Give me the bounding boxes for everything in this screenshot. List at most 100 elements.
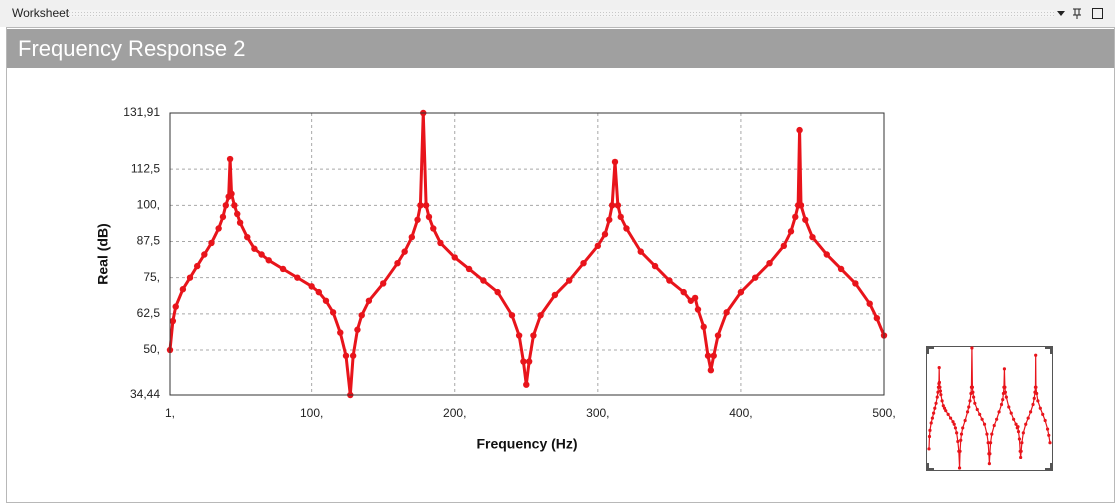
- data-point: [465, 265, 473, 273]
- data-point: [1001, 397, 1005, 402]
- data-point: [823, 251, 830, 258]
- x-tick-label: 200,: [443, 406, 466, 420]
- data-point: [1021, 431, 1025, 435]
- y-tick-label: 62,5: [137, 306, 161, 320]
- data-point: [1034, 385, 1038, 389]
- data-point: [999, 402, 1004, 407]
- data-point: [337, 329, 344, 336]
- data-point: [537, 312, 544, 319]
- data-point: [234, 210, 241, 218]
- data-point: [1043, 418, 1047, 423]
- data-point: [937, 380, 942, 384]
- data-point: [935, 395, 939, 399]
- data-point: [1019, 455, 1023, 460]
- plot-area: [170, 113, 884, 395]
- data-point: [714, 332, 722, 339]
- y-tick-label: 87,5: [137, 234, 161, 248]
- data-point: [315, 288, 323, 296]
- data-point: [787, 228, 795, 235]
- data-point: [937, 365, 941, 370]
- data-point: [704, 352, 712, 359]
- data-point: [957, 466, 962, 470]
- pin-button[interactable]: [1073, 8, 1081, 19]
- data-point: [953, 426, 958, 430]
- data-point: [940, 399, 944, 403]
- data-point: [928, 428, 932, 432]
- data-point: [965, 410, 970, 414]
- data-point: [970, 346, 974, 350]
- data-point: [358, 312, 365, 319]
- y-axis-title: Real (dB): [95, 223, 111, 284]
- data-point: [938, 389, 942, 393]
- data-point: [222, 202, 230, 209]
- data-point: [1029, 410, 1033, 414]
- thumbnail[interactable]: [926, 346, 1053, 471]
- data-point: [193, 262, 201, 270]
- data-point: [401, 248, 408, 255]
- data-point: [1036, 399, 1040, 403]
- data-point: [980, 417, 984, 421]
- data-point: [809, 233, 816, 241]
- data-point: [1038, 406, 1042, 410]
- data-point: [946, 412, 950, 416]
- data-point: [422, 202, 430, 209]
- data-point: [258, 251, 265, 258]
- data-point: [995, 417, 999, 421]
- data-point: [691, 294, 699, 302]
- data-point: [614, 202, 622, 209]
- data-point: [201, 251, 208, 258]
- data-point: [228, 190, 235, 197]
- data-point: [354, 326, 361, 333]
- y-tick-label: 131,91: [123, 105, 160, 119]
- data-point: [958, 449, 962, 453]
- data-point: [1009, 411, 1013, 415]
- maximize-button[interactable]: [1092, 8, 1103, 19]
- data-point: [580, 259, 587, 267]
- data-point: [208, 239, 215, 247]
- data-point: [723, 309, 730, 316]
- y-tick-label: 75,: [143, 270, 160, 284]
- y-tick-label: 34,44: [130, 387, 160, 401]
- data-point: [244, 233, 251, 241]
- data-point: [430, 225, 437, 232]
- data-point: [294, 274, 301, 281]
- data-point: [988, 441, 993, 445]
- y-tick-label: 112,5: [131, 161, 160, 175]
- data-point: [737, 288, 745, 296]
- data-point: [933, 406, 937, 410]
- data-point: [623, 225, 630, 232]
- data-point: [837, 265, 845, 273]
- data-point: [796, 126, 803, 134]
- data-point: [1017, 437, 1022, 441]
- data-point: [972, 395, 976, 399]
- data-point: [1048, 441, 1052, 445]
- data-point: [172, 303, 179, 310]
- data-point: [637, 248, 644, 255]
- x-tick-label: 1,: [165, 406, 175, 420]
- y-tick-label: 50,: [143, 342, 160, 356]
- data-point: [948, 416, 953, 420]
- data-point: [961, 426, 965, 430]
- dropdown-button[interactable]: [1057, 11, 1065, 16]
- data-point: [1034, 353, 1038, 357]
- data-point: [852, 280, 859, 287]
- data-point: [425, 213, 433, 221]
- data-point: [956, 439, 960, 444]
- data-point: [566, 277, 573, 284]
- data-point: [873, 314, 881, 322]
- data-point: [988, 452, 992, 456]
- data-point: [700, 323, 707, 331]
- data-point: [279, 265, 287, 273]
- data-point: [707, 367, 715, 374]
- data-point: [990, 432, 994, 436]
- data-point: [651, 262, 659, 270]
- data-point: [329, 309, 337, 316]
- data-point: [451, 254, 458, 261]
- data-point: [968, 399, 972, 403]
- data-point: [1012, 417, 1016, 421]
- data-point: [1016, 430, 1021, 434]
- data-point: [930, 416, 934, 420]
- x-tick-label: 300,: [586, 406, 609, 420]
